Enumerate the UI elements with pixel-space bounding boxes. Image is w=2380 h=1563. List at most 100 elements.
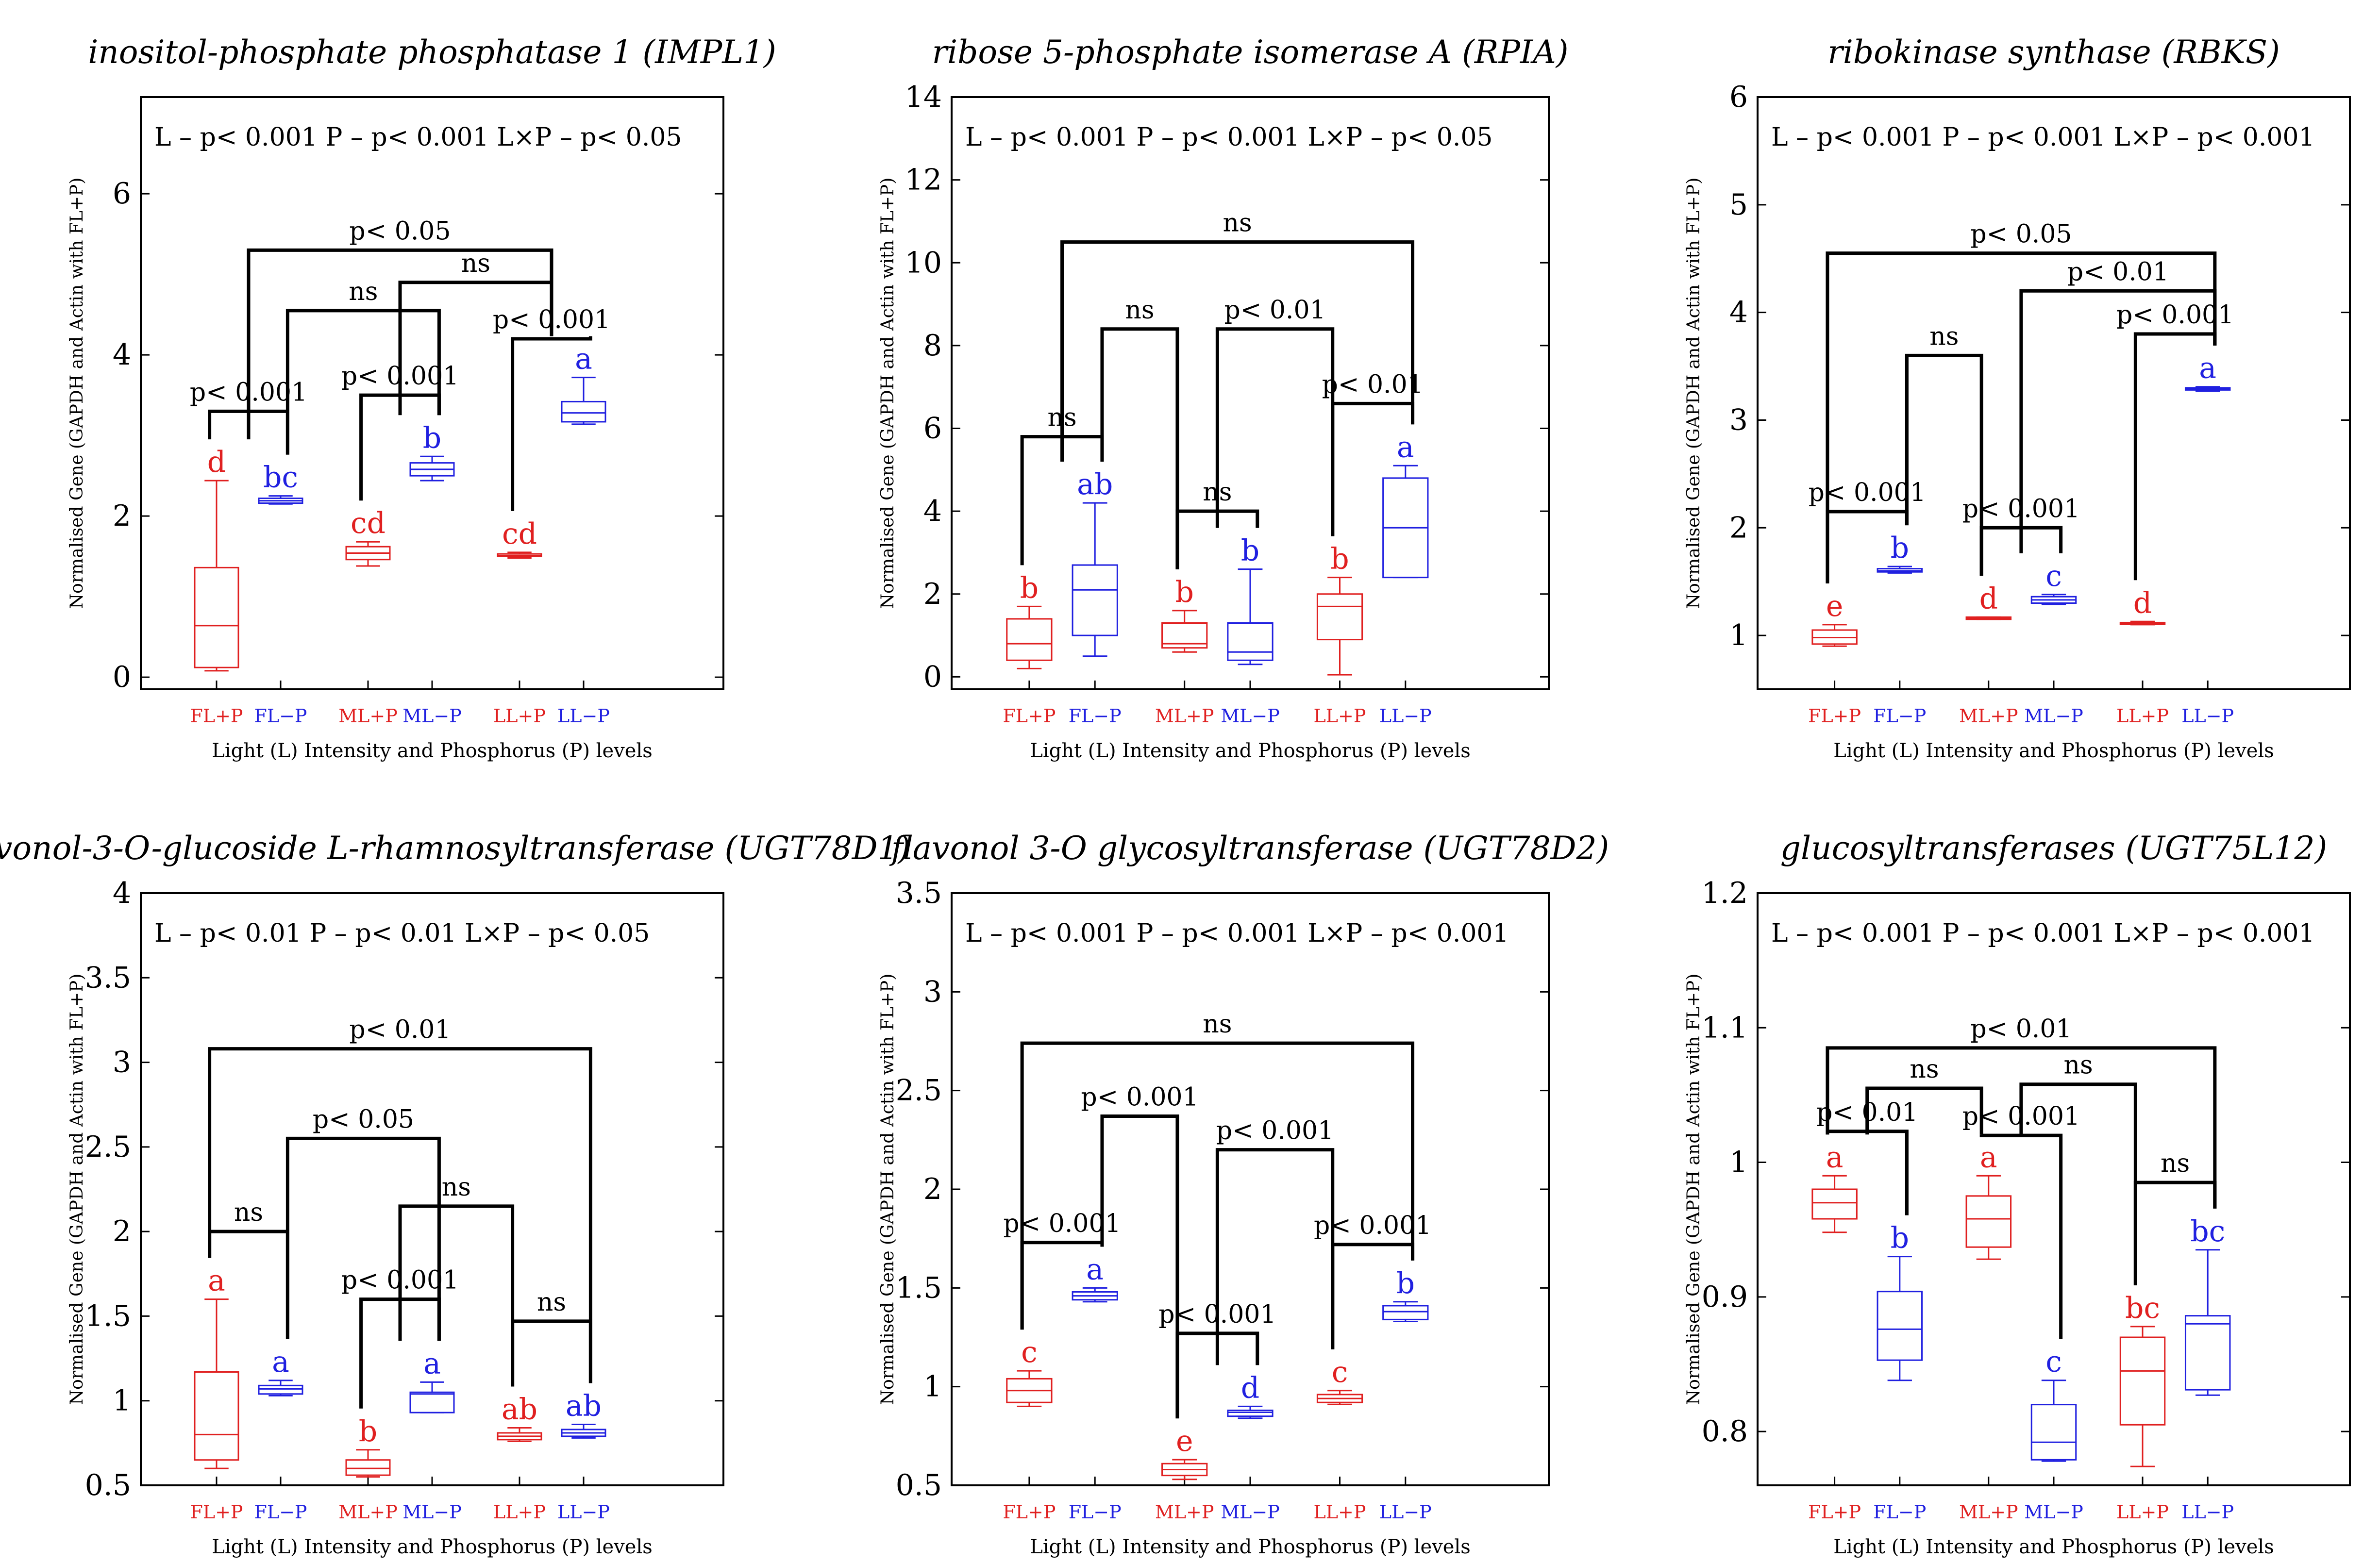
y-tick-label: 1.5 [85, 1299, 131, 1333]
x-tick-label: FL−P [1873, 1501, 1926, 1523]
significance-letter: a [272, 1345, 289, 1379]
x-tick-label: ML+P [338, 1501, 398, 1523]
x-tick-label: LL−P [1379, 1501, 1432, 1523]
significance-letter: cd [502, 517, 537, 551]
bracket-line [1100, 1114, 1179, 1419]
x-tick-label: LL+P [2116, 705, 2169, 727]
x-axis-label: Light (L) Intensity and Phosphorus (P) l… [212, 1536, 652, 1558]
y-axis-label: Normalised Gene (GAPDH and Actin with FL… [1684, 178, 1704, 609]
bracket-line [1826, 251, 2217, 583]
box-FL−P: ab [1072, 467, 1118, 657]
box-iqr [561, 400, 606, 423]
y-tick-label: 8 [923, 329, 942, 363]
x-tick-label: FL+P [1003, 705, 1056, 727]
x-axis-label: Light (L) Intensity and Phosphorus (P) l… [1833, 740, 2274, 762]
comparison-label: p< 0.01 [1224, 296, 1325, 325]
significance-letter: e [1176, 1424, 1193, 1458]
box-iqr [1382, 1305, 1429, 1320]
significance-letter: cd [351, 506, 385, 540]
significance-letter: b [359, 1414, 377, 1448]
comparison-bracket: p< 0.001 [1215, 1116, 1335, 1365]
bracket-line [1865, 1086, 1983, 1135]
chart-panel-5: flavonol 3-O glycosyltransferase (UGT78D… [878, 830, 1609, 1558]
y-tick-label: 10 [905, 246, 942, 280]
box-ML−P: d [1227, 1371, 1274, 1419]
significance-letter: a [1086, 1252, 1104, 1286]
significance-letter: b [1241, 534, 1259, 568]
x-axis-label: Light (L) Intensity and Phosphorus (P) l… [212, 740, 652, 762]
x-tick-label: FL+P [190, 705, 243, 727]
significance-letter: b [1396, 1266, 1415, 1300]
chart-panel-3: ribokinase synthase (RBKS) 1 2 3 4 5 6 FL+P FL−P… [1684, 33, 2351, 762]
y-tick-label: 0 [113, 660, 131, 694]
box-LL+P: c [1316, 1355, 1363, 1405]
box-LL−P: bc [2184, 1214, 2231, 1396]
comparison-label: ns [1203, 1010, 1232, 1039]
x-tick-label: FL+P [1808, 1501, 1861, 1523]
x-tick-label: ML−P [2024, 705, 2083, 727]
y-tick-label: 1 [113, 1384, 131, 1418]
y-tick-label: 1.5 [896, 1271, 942, 1305]
box-iqr [409, 1391, 455, 1413]
stats-annotation: L – p< 0.01 P – p< 0.01 L×P – p< 0.05 [154, 919, 650, 948]
box-iqr [2184, 1315, 2231, 1391]
x-tick-label: LL−P [2181, 1501, 2234, 1523]
y-tick-label: 1 [1729, 1146, 1748, 1180]
comparison-bracket: ns [511, 1288, 592, 1387]
bracket-line [1060, 240, 1415, 462]
x-tick-label: LL+P [1314, 705, 1366, 727]
y-tick-label: 2 [113, 499, 131, 533]
box-ML−P: b [1227, 534, 1274, 665]
x-tick-label: FL+P [1808, 705, 1861, 727]
x-tick-label: ML−P [2024, 1501, 2083, 1523]
comparison-label: p< 0.05 [1970, 220, 2072, 249]
comparison-bracket: ns [1865, 1055, 1983, 1135]
y-tick-label: 1 [1729, 618, 1748, 652]
box-LL−P: ab [561, 1389, 606, 1439]
x-tick-label: ML−P [402, 1501, 462, 1523]
box-ML+P: b [1161, 575, 1208, 653]
x-tick-label: ML−P [1221, 705, 1280, 727]
box-iqr [345, 1459, 391, 1476]
comparison-label: p< 0.001 [1216, 1116, 1334, 1146]
significance-letter: b [1175, 575, 1193, 609]
comparison-label: ns [1125, 296, 1154, 325]
box-LL−P: a [2184, 351, 2231, 392]
box-LL+P: d [2119, 586, 2166, 626]
bracket-line [1215, 327, 1335, 536]
significance-letter: b [423, 421, 441, 455]
y-tick-label: 3.5 [85, 961, 131, 995]
comparison-bracket: p< 0.001 [1081, 1083, 1199, 1419]
comparison-label: ns [1929, 322, 1959, 351]
comparison-bracket: p< 0.05 [285, 1105, 441, 1341]
y-tick-label: 6 [923, 412, 942, 446]
y-tick-label: 0.5 [896, 1468, 942, 1502]
bracket-line [247, 248, 553, 440]
y-tick-label: 4 [113, 876, 131, 910]
y-axis-label: Normalised Gene (GAPDH and Actin with FL… [67, 178, 87, 609]
comparison-bracket: p< 0.01 [1215, 296, 1335, 536]
y-axis-label: Normalised Gene (GAPDH and Actin with FL… [878, 974, 898, 1405]
significance-letter: b [1891, 531, 1909, 565]
box-FL+P: c [1006, 1335, 1053, 1407]
significance-letter: a [575, 342, 592, 376]
significance-letter: b [1891, 1221, 1909, 1255]
comparison-label: ns [1223, 209, 1252, 238]
y-tick-label: 12 [905, 163, 942, 197]
significance-letter: d [207, 445, 226, 479]
x-tick-label: FL−P [254, 705, 307, 727]
box-FL+P: a [1811, 1140, 1858, 1233]
box-LL+P: b [1316, 542, 1363, 676]
box-LL+P: ab [497, 1392, 542, 1442]
x-axis-label: Light (L) Intensity and Phosphorus (P) l… [1833, 1536, 2274, 1558]
bracket-line [208, 1047, 592, 1383]
box-iqr [194, 566, 239, 668]
y-axis-label: Normalised Gene (GAPDH and Actin with FL… [67, 974, 87, 1405]
significance-letter: a [1826, 1140, 1844, 1174]
box-ML+P: d [1965, 582, 2012, 620]
comparison-label: ns [2161, 1149, 2190, 1178]
bracket-line [1020, 1041, 1415, 1330]
y-tick-label: 5 [1729, 188, 1748, 222]
comparison-bracket: p< 0.01 [208, 1015, 592, 1383]
significance-letter: c [2045, 559, 2062, 593]
